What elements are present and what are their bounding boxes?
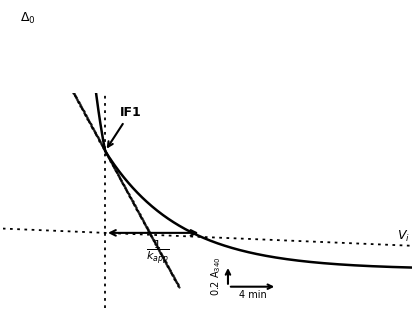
Text: $\Delta_0$: $\Delta_0$	[20, 11, 35, 26]
Text: 0.2 A$_{340}$: 0.2 A$_{340}$	[209, 256, 223, 296]
Text: $\dfrac{1}{k_{app}}$: $\dfrac{1}{k_{app}}$	[146, 238, 169, 266]
Text: 4 min: 4 min	[239, 290, 266, 300]
Text: $V_i$: $V_i$	[397, 229, 410, 244]
Text: IF1: IF1	[108, 106, 141, 147]
